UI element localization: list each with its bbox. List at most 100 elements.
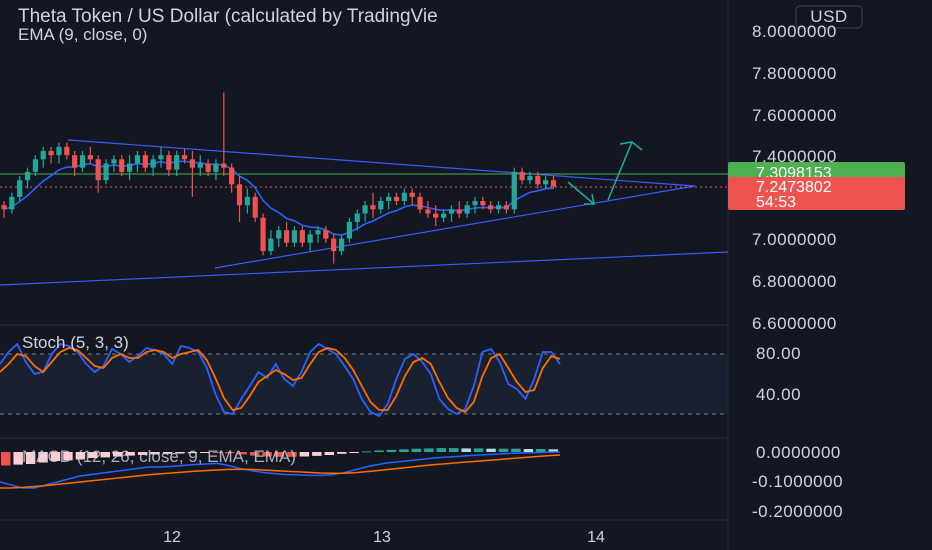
stoch-legend: Stoch (5, 3, 3): [22, 333, 129, 352]
candle-body: [527, 176, 533, 181]
upper-trendline[interactable]: [67, 139, 696, 187]
currency-button[interactable]: USD: [795, 5, 863, 29]
price-tick: 6.6000000: [752, 314, 837, 333]
stoch-tick: 80.00: [756, 344, 801, 363]
time-axis[interactable]: 12 13 14: [163, 529, 605, 546]
candle-body: [464, 205, 470, 214]
candle-body: [174, 155, 180, 170]
candle-body: [205, 163, 211, 172]
candle-body: [338, 238, 345, 252]
macd-histogram-bar: [312, 452, 322, 456]
candle-body: [87, 155, 93, 160]
candle-body: [409, 192, 415, 197]
macd-histogram-bar: [113, 452, 123, 457]
price-panel[interactable]: [0, 0, 729, 550]
candles: [1, 92, 557, 264]
candle-body: [48, 150, 54, 156]
candle-body: [103, 163, 109, 181]
candle-body: [134, 155, 141, 164]
macd-histogram-bar: [337, 452, 347, 454]
candle-body: [236, 184, 243, 206]
price-axis[interactable]: 8.0000000 7.8000000 7.6000000 7.4000000 …: [752, 22, 837, 333]
macd-panel[interactable]: [0, 448, 728, 521]
candle-body: [229, 167, 235, 185]
macd-histogram-bar: [361, 451, 372, 453]
macd-histogram-bar: [175, 452, 185, 454]
candle-body: [315, 230, 321, 235]
candle-body: [268, 238, 274, 252]
macd-histogram-bar: [386, 449, 397, 452]
macd-histogram-bar: [137, 452, 148, 455]
candle-body: [495, 205, 502, 210]
macd-tick: 0.0000000: [756, 443, 841, 462]
time-tick: 14: [587, 529, 605, 546]
candle-body: [503, 205, 509, 210]
stoch-tick: 40.00: [756, 385, 801, 404]
macd-tick: -0.2000000: [752, 502, 843, 521]
macd-histogram-bar: [38, 452, 48, 463]
candle-body: [291, 230, 298, 243]
price-tick: 7.4000000: [752, 147, 837, 166]
candle-body: [401, 192, 407, 202]
candle-body: [354, 213, 360, 222]
candle-body: [480, 201, 486, 206]
price-tick: 7.6000000: [752, 106, 837, 125]
support-trendline[interactable]: [0, 251, 729, 286]
candle-body: [331, 238, 337, 252]
macd-histogram-bar: [13, 452, 23, 465]
candle-body: [346, 221, 352, 239]
candle-body: [448, 209, 455, 214]
macd-histogram-bar: [287, 452, 297, 457]
chart-title: Theta Token / US Dollar (calculated by T…: [18, 6, 438, 27]
candle-body: [1, 205, 7, 210]
macd-tick: -0.1000000: [752, 472, 843, 491]
candle-body: [417, 196, 423, 210]
macd-histogram: [1, 448, 558, 466]
candle-body: [284, 230, 290, 243]
candle-body: [441, 213, 447, 218]
macd-legend: MACD (12, 26, close, 9, EMA, EMA): [22, 447, 296, 466]
macd-histogram-bar: [548, 449, 558, 452]
signal-line: [0, 454, 561, 489]
candle-body: [488, 205, 494, 210]
macd-histogram-bar: [25, 452, 36, 464]
macd-histogram-bar: [424, 448, 434, 452]
candle-body: [299, 230, 305, 243]
macd-histogram-bar: [299, 452, 310, 457]
candle-body: [158, 155, 164, 160]
candle-body: [276, 230, 282, 239]
candle-body: [260, 217, 266, 252]
macd-histogram-bar: [511, 448, 521, 452]
stoch-panel[interactable]: [0, 342, 728, 439]
candle-body: [221, 163, 227, 168]
candle-body: [519, 171, 525, 181]
candle-body: [72, 155, 78, 168]
macd-histogram-bar: [449, 448, 459, 452]
candle-body: [127, 163, 133, 172]
macd-histogram-bar: [262, 452, 272, 457]
macd-histogram-bar: [486, 448, 496, 452]
macd-histogram-bar: [473, 448, 484, 452]
macd-histogram-bar: [212, 452, 222, 453]
macd-histogram-bar: [237, 452, 247, 455]
candle-body: [550, 180, 557, 187]
candle-body: [386, 196, 392, 202]
candle-body: [56, 146, 62, 156]
macd-histogram-bar: [274, 452, 285, 457]
price-tick: 8.0000000: [752, 22, 837, 41]
candle-body: [32, 159, 38, 172]
macd-histogram-bar: [88, 452, 98, 458]
ema-legend: EMA (9, close, 0): [18, 25, 147, 44]
price-tick: 7.0000000: [752, 230, 837, 249]
candle-body: [150, 159, 156, 168]
macd-histogram-bar: [399, 449, 409, 452]
candle-body: [393, 196, 400, 202]
stoch-d-line: [0, 347, 561, 414]
candle-body: [189, 159, 195, 168]
candle-body: [425, 209, 431, 214]
lower-trendline[interactable]: [214, 185, 696, 269]
macd-histogram-bar: [536, 449, 546, 452]
price-tick: 6.8000000: [752, 272, 837, 291]
